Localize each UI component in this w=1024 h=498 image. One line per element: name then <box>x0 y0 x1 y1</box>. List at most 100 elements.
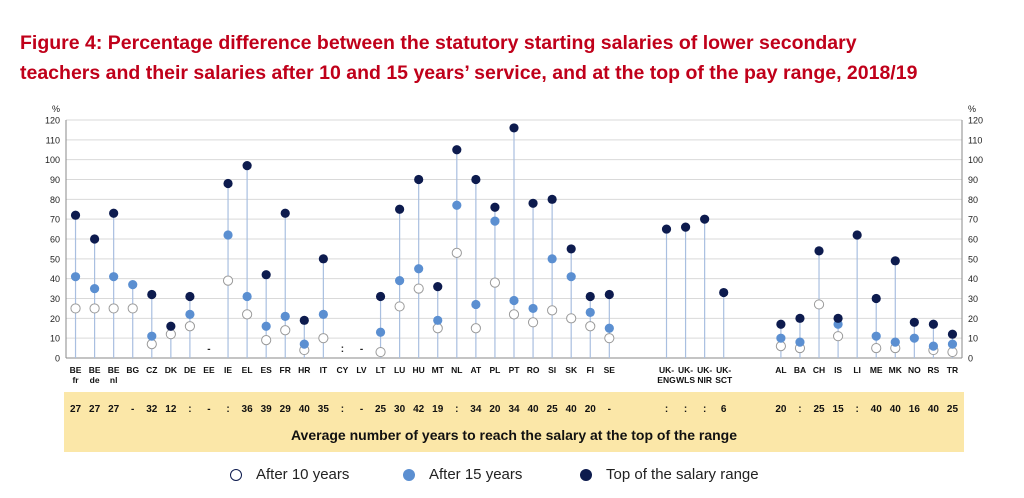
x-tick-label: LI <box>853 365 861 375</box>
point-after-10-years <box>775 341 786 352</box>
point-after-15-years <box>395 276 405 286</box>
point-after-10-years <box>394 301 405 312</box>
x-tick-label: SCT <box>715 375 733 385</box>
chart-title: Figure 4: Percentage difference between … <box>20 28 1010 88</box>
point-top-of-range <box>242 161 252 171</box>
x-tick-label: EE <box>203 365 215 375</box>
point-top-of-range <box>471 174 481 185</box>
years-value: : <box>341 404 344 415</box>
point-after-15-years <box>947 339 958 349</box>
point-top-of-range <box>452 145 462 155</box>
point-after-10-years <box>432 323 443 334</box>
y-tick-label-right: 30 <box>968 294 978 304</box>
point-after-10-years <box>585 321 596 332</box>
years-value: 25 <box>947 404 959 415</box>
point-after-10-years <box>242 309 253 320</box>
legend-label-after-15-years: After 15 years <box>429 466 523 483</box>
point-after-10-years <box>813 299 825 310</box>
point-after-15-years <box>890 337 900 347</box>
y-tick-label-right: 110 <box>968 135 982 145</box>
years-band-title: Average number of years to reach the sal… <box>290 427 738 443</box>
point-top-of-range <box>604 289 614 300</box>
y-tick-label-right: 20 <box>968 314 978 324</box>
y-tick-label-left: 30 <box>50 294 60 304</box>
x-tick-label: PT <box>509 365 521 375</box>
years-value: 40 <box>566 404 578 415</box>
x-tick-label: BE <box>89 365 101 375</box>
y-tick-label-left: 70 <box>50 215 60 225</box>
y-tick-label-right: 60 <box>968 235 978 245</box>
x-tick-label: HR <box>298 365 310 375</box>
years-value: 20 <box>775 404 787 415</box>
point-after-15-years <box>261 321 271 331</box>
years-value: 36 <box>242 404 254 415</box>
point-top-of-range <box>223 178 233 189</box>
years-value: - <box>608 404 611 415</box>
point-top-of-range <box>700 214 710 224</box>
y-tick-label-left: 100 <box>45 155 60 165</box>
point-after-15-years <box>299 339 309 349</box>
y-tick-label-right: 10 <box>968 334 978 344</box>
x-tick-label: EL <box>242 365 253 375</box>
no-data-marker: : <box>341 344 344 355</box>
y-tick-label-right: 50 <box>968 254 978 264</box>
years-value: 40 <box>299 404 311 415</box>
point-after-15-years <box>490 216 500 226</box>
point-after-10-years <box>832 331 844 342</box>
point-top-of-range <box>719 287 729 298</box>
years-value: 12 <box>165 404 177 415</box>
x-tick-label: IE <box>224 365 232 375</box>
x-tick-label: FR <box>280 365 291 375</box>
point-top-of-range <box>395 204 405 214</box>
x-tick-label: BE <box>70 365 82 375</box>
x-tick-label: MK <box>889 365 903 375</box>
point-after-15-years <box>604 323 614 333</box>
point-top-of-range <box>166 321 176 331</box>
point-after-15-years <box>375 327 386 337</box>
point-after-10-years <box>184 321 196 332</box>
y-axis-label-left: % <box>52 104 60 114</box>
point-top-of-range <box>70 210 81 220</box>
point-after-10-years <box>222 275 234 286</box>
years-value: 40 <box>528 404 540 415</box>
years-value: : <box>684 404 687 415</box>
point-top-of-range <box>890 256 900 266</box>
point-after-10-years <box>947 346 958 358</box>
point-top-of-range <box>490 202 500 212</box>
point-after-10-years <box>165 329 176 340</box>
x-tick-label: CH <box>813 365 825 375</box>
point-after-10-years <box>413 283 424 294</box>
point-after-10-years <box>451 247 462 258</box>
point-after-15-years <box>909 333 919 343</box>
point-after-15-years <box>89 283 100 294</box>
point-top-of-range <box>928 319 939 329</box>
years-value: - <box>360 404 363 415</box>
y-tick-label-right: 0 <box>968 354 973 364</box>
point-top-of-range <box>871 293 881 304</box>
x-tick-label: CZ <box>146 365 157 375</box>
years-value: 29 <box>280 404 292 415</box>
x-tick-label: WLS <box>676 375 695 385</box>
point-after-10-years <box>470 323 481 334</box>
y-tick-label-left: 0 <box>55 354 60 364</box>
x-tick-label: UK- <box>659 365 674 375</box>
y-tick-label-right: 90 <box>968 175 978 185</box>
x-tick-label: CY <box>337 365 349 375</box>
years-value: 27 <box>108 404 120 415</box>
years-value: 34 <box>470 404 482 415</box>
x-tick-label: MT <box>432 365 445 375</box>
years-value: 6 <box>721 404 727 415</box>
years-value: 25 <box>813 404 825 415</box>
x-tick-label: FI <box>586 365 594 375</box>
years-value: 42 <box>413 404 425 415</box>
x-tick-label: AL <box>775 365 786 375</box>
point-top-of-range <box>566 244 576 254</box>
point-top-of-range <box>433 282 443 292</box>
point-after-10-years <box>604 333 615 344</box>
x-tick-label: ME <box>870 365 883 375</box>
legend-marker-top-of-range <box>580 468 592 481</box>
point-after-15-years <box>147 331 157 341</box>
x-tick-label: UK- <box>697 365 712 375</box>
point-top-of-range <box>414 174 424 185</box>
